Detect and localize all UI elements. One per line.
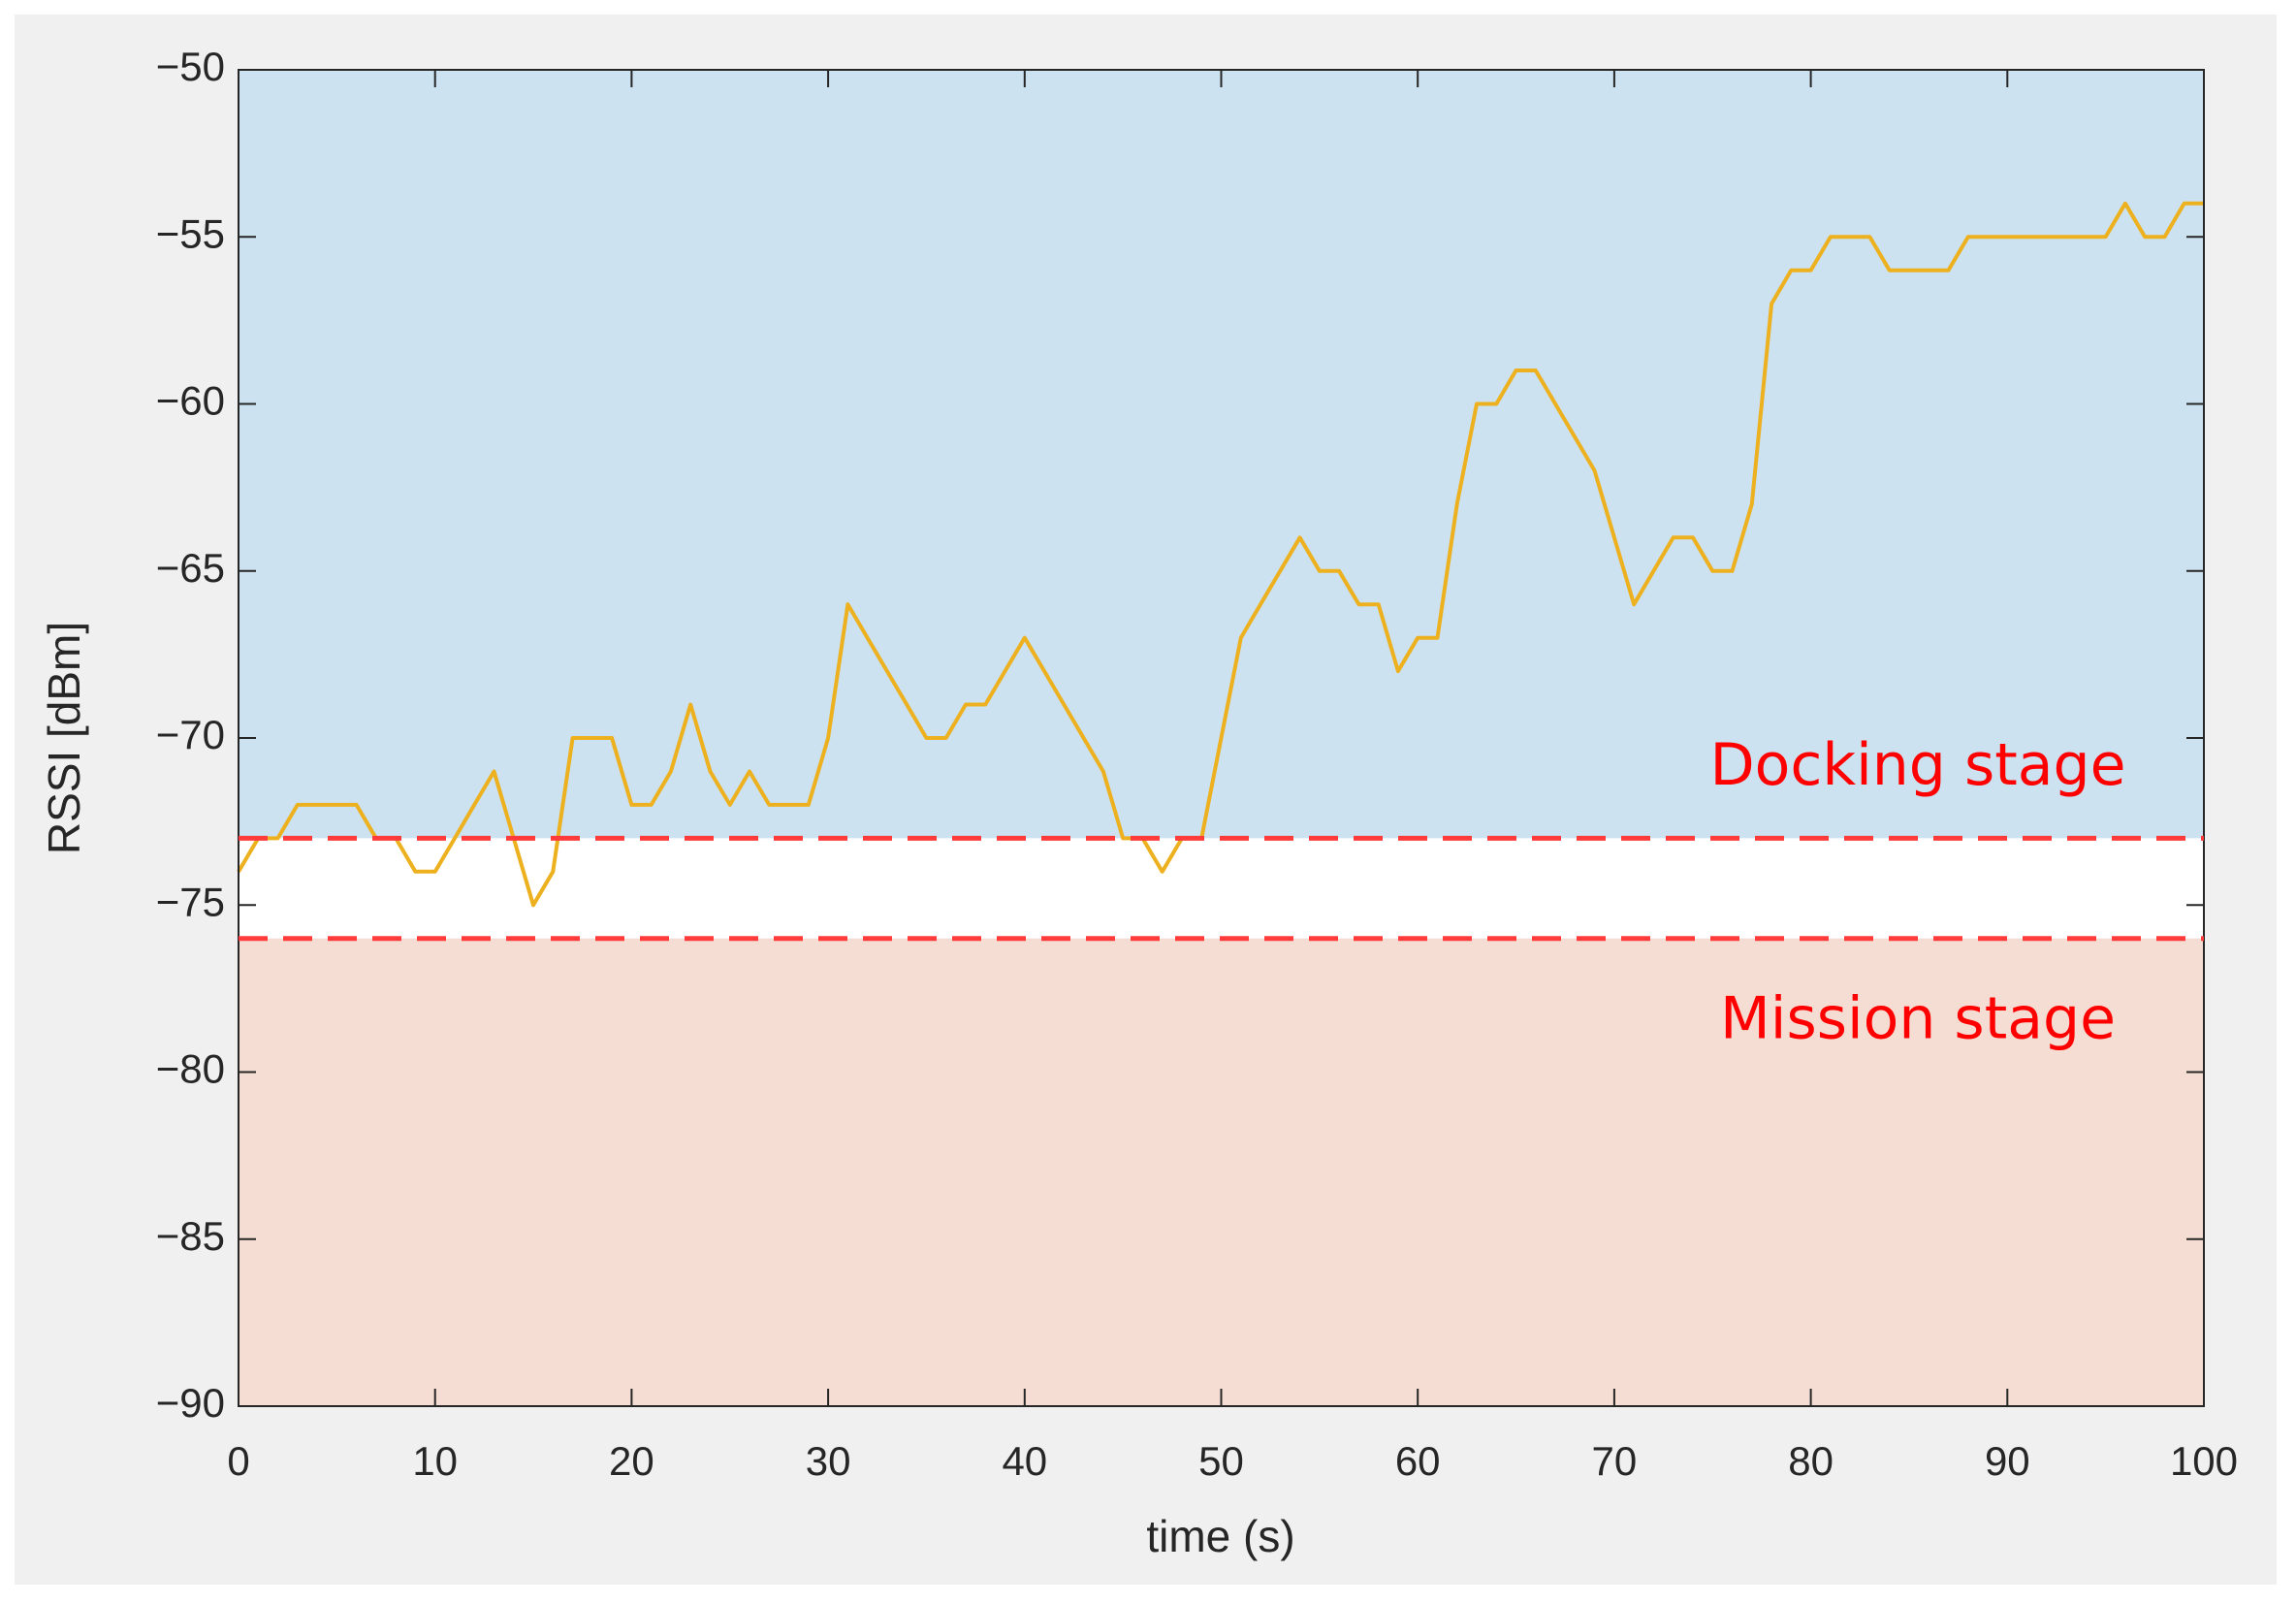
x-tick-label: 50 [1198, 1438, 1244, 1484]
zone-label: Docking stage [1709, 731, 2125, 799]
y-tick-label: −80 [156, 1046, 225, 1092]
zone-label: Mission stage [1720, 984, 2116, 1052]
y-tick-label: −65 [156, 545, 225, 591]
ticks [238, 69, 2205, 1407]
y-tick-label: −50 [156, 44, 225, 89]
x-tick-label: 80 [1788, 1438, 1834, 1484]
x-tick-label: 70 [1592, 1438, 1638, 1484]
zones [239, 70, 2204, 1406]
y-tick-label: −55 [156, 210, 225, 256]
y-tick-label: −60 [156, 378, 225, 424]
zone [239, 938, 2204, 1406]
x-tick-label: 100 [2170, 1438, 2238, 1484]
y-tick-label: −70 [156, 712, 225, 757]
x-tick-label: 60 [1395, 1438, 1441, 1484]
x-axis-label: time (s) [1146, 1511, 1294, 1561]
x-tick-label: 30 [806, 1438, 851, 1484]
x-tick-label: 40 [1002, 1438, 1047, 1484]
x-tick-label: 0 [227, 1438, 249, 1484]
y-tick-label: −75 [156, 879, 225, 924]
y-tick-label: −85 [156, 1213, 225, 1259]
zone [239, 70, 2204, 839]
x-tick-label: 90 [1985, 1438, 2030, 1484]
x-tick-label: 10 [412, 1438, 458, 1484]
x-tick-label: 20 [609, 1438, 654, 1484]
plot [237, 201, 2204, 908]
y-axis-label: RSSI [dBm] [39, 622, 89, 854]
series-line [237, 201, 2204, 908]
y-tick-label: −90 [156, 1380, 225, 1426]
